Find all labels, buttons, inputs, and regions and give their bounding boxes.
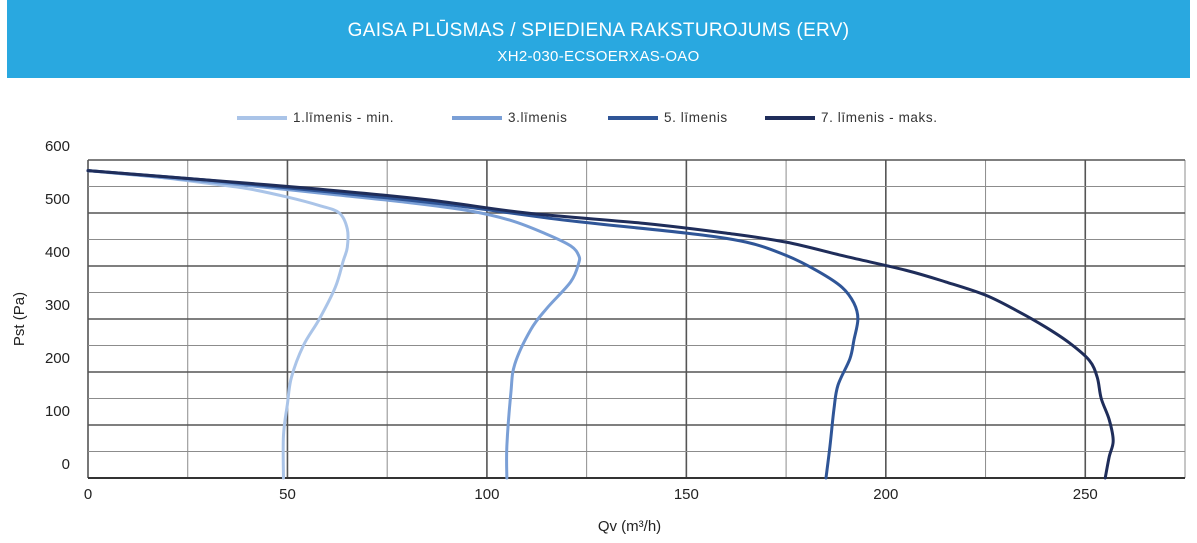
series-lines bbox=[86, 169, 1115, 480]
x-axis-label-text: Qv (m³/h) bbox=[598, 518, 661, 535]
chart-header: GAISA PLŪSMAS / SPIEDIENA RAKSTUROJUMS (… bbox=[7, 0, 1190, 78]
legend-label-1: 1.līmenis - min. bbox=[293, 110, 394, 125]
y-tick-label: 500 bbox=[45, 191, 70, 208]
series-line-2 bbox=[86, 169, 582, 480]
y-tick-label: 100 bbox=[45, 403, 70, 420]
grid-lines bbox=[87, 159, 1186, 479]
tick-labels: 0 50 100 150 200 250 0 100 200 300 400 500 600 bbox=[45, 138, 1098, 503]
series-line-1 bbox=[86, 169, 350, 480]
x-tick-label: 0 bbox=[84, 486, 92, 503]
x-tick-label: 100 bbox=[474, 486, 499, 503]
chart-title: GAISA PLŪSMAS / SPIEDIENA RAKSTUROJUMS (… bbox=[347, 20, 850, 41]
legend-label-4: 7. līmenis - maks. bbox=[821, 110, 938, 125]
y-tick-label: 200 bbox=[45, 350, 70, 367]
y-tick-label: 0 bbox=[62, 456, 70, 473]
series-line-3 bbox=[86, 169, 860, 480]
y-axis-label: Pst (Pa) bbox=[11, 292, 28, 346]
x-tick-label: 150 bbox=[674, 486, 699, 503]
legend: 1.līmenis - min. 3.līmenis 5. līmenis 7. lī… bbox=[237, 110, 938, 125]
chart-subtitle: XH2-030-ECSOERXAS-OAO bbox=[497, 48, 700, 65]
x-tick-label: 200 bbox=[873, 486, 898, 503]
x-axis-label: Qv (m³/h) bbox=[598, 518, 661, 535]
series-line-4 bbox=[86, 169, 1115, 480]
y-tick-label: 400 bbox=[45, 244, 70, 261]
y-tick-label: 600 bbox=[45, 138, 70, 155]
x-tick-label: 50 bbox=[279, 486, 296, 503]
y-tick-label: 300 bbox=[45, 297, 70, 314]
legend-label-2: 3.līmenis bbox=[508, 110, 567, 125]
legend-label-3: 5. līmenis bbox=[664, 110, 728, 125]
x-tick-label: 250 bbox=[1073, 486, 1098, 503]
